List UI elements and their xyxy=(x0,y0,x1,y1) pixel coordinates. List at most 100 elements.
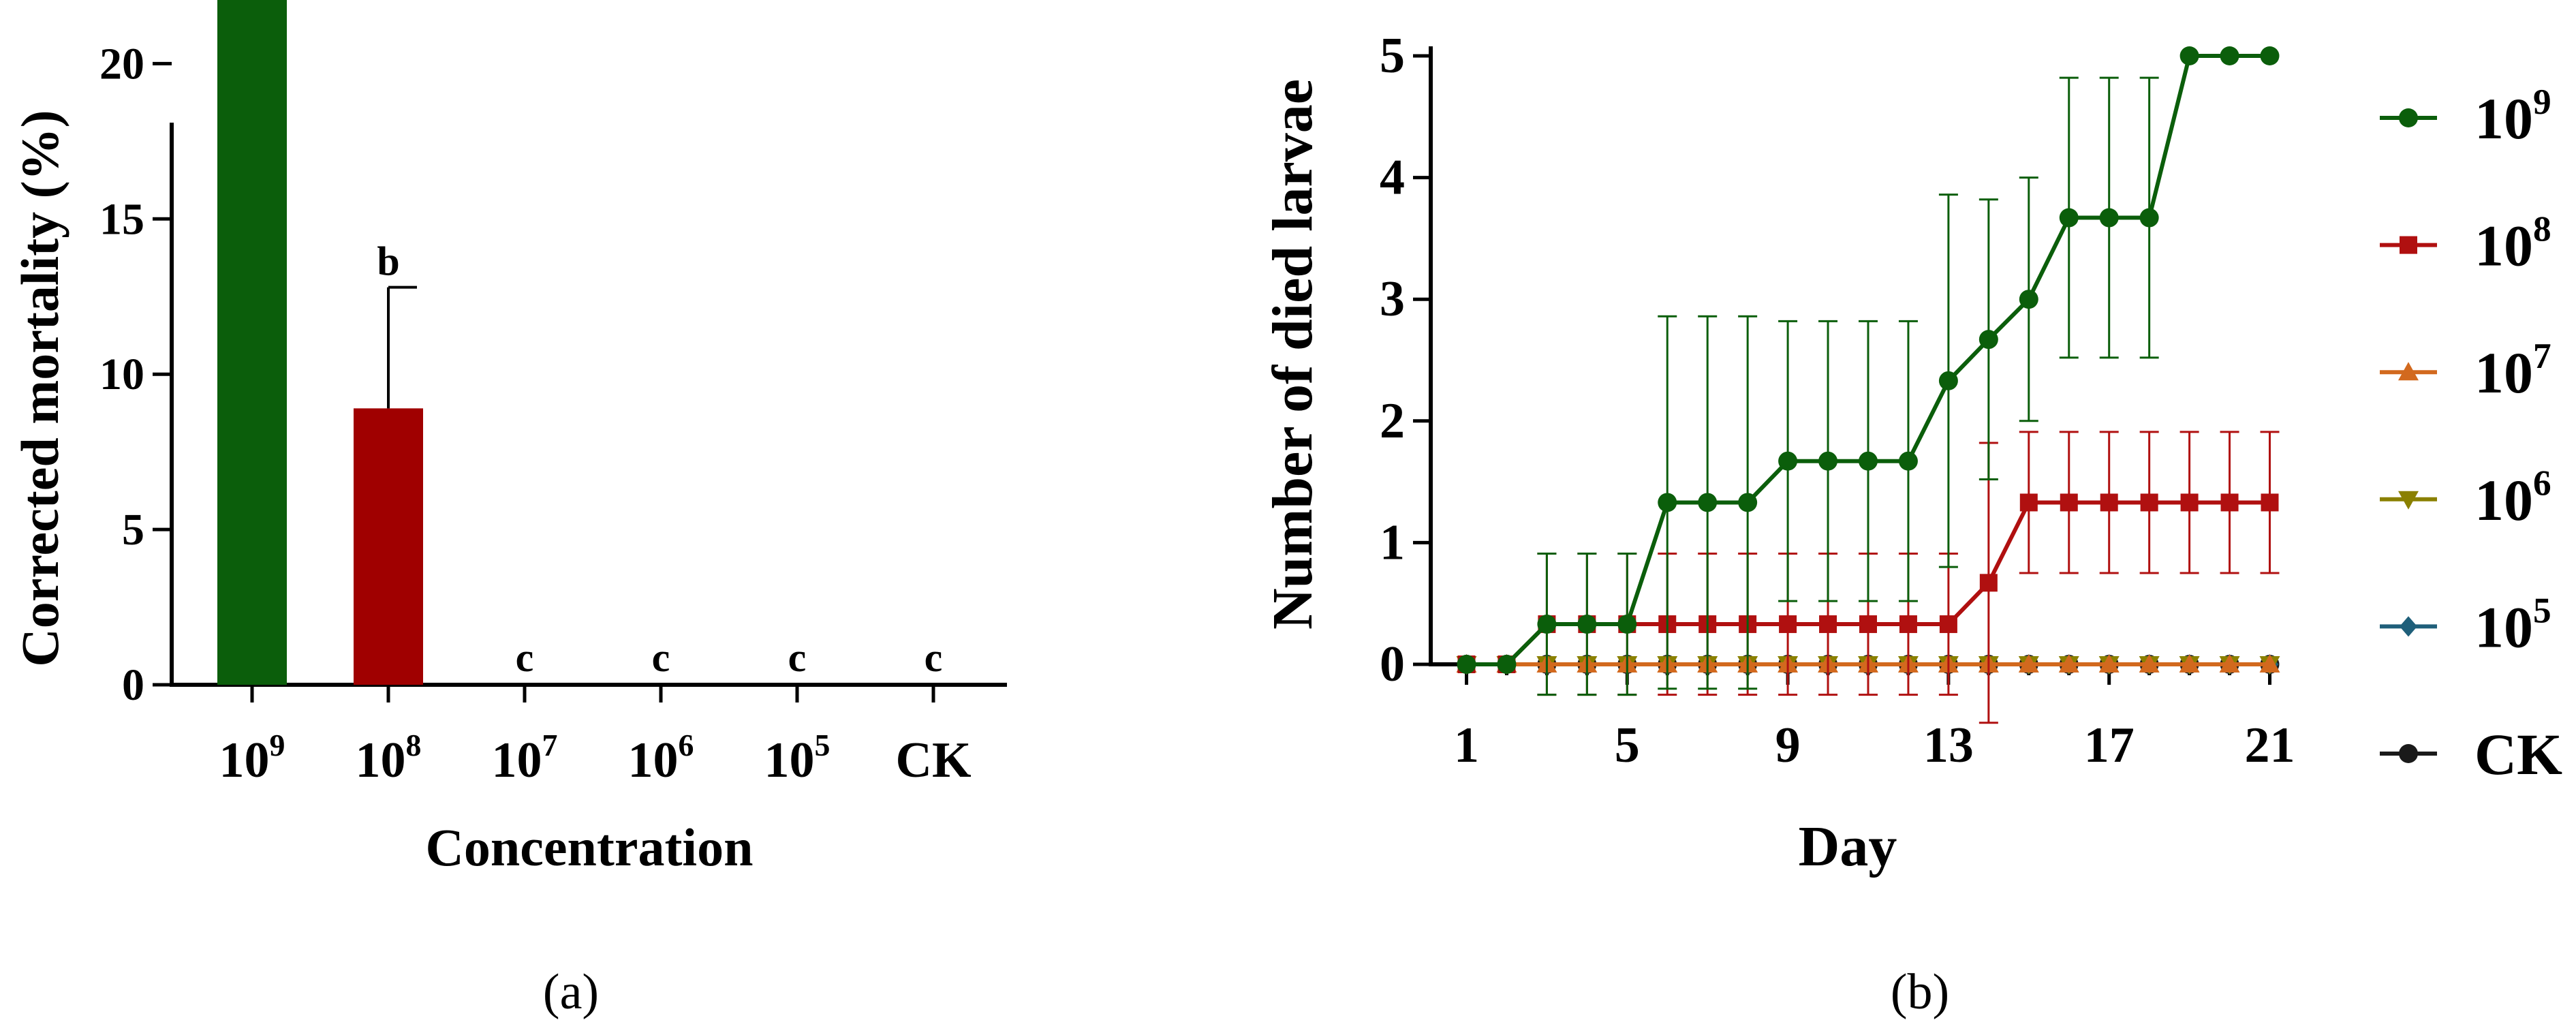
data-point xyxy=(2140,493,2158,512)
data-point xyxy=(2059,208,2079,228)
data-point xyxy=(2060,493,2078,512)
x-tick-label: 21 xyxy=(2245,717,2295,773)
legend-label-exponent: 5 xyxy=(2533,589,2551,630)
x-axis-title: Concentration xyxy=(426,818,754,877)
legend-label-base: 10 xyxy=(2474,213,2533,279)
data-point xyxy=(2098,654,2120,673)
legend-label-base: CK xyxy=(2474,722,2562,787)
x-tick-label-base: 10 xyxy=(764,732,815,788)
y-axis-title: Corrected mortality (%) xyxy=(10,110,69,666)
bar-chart-panel-a: 05101520253035a109b108c107c106c105cCKCon… xyxy=(10,0,1007,1020)
legend-label-exponent: 7 xyxy=(2533,335,2551,376)
x-axis-title: Day xyxy=(1799,815,1897,878)
data-point xyxy=(1938,371,1958,390)
x-tick-label-base: 10 xyxy=(219,732,270,788)
data-point xyxy=(2018,654,2039,673)
x-tick-label: 9 xyxy=(1775,717,1801,773)
x-tick-label-base: 10 xyxy=(492,732,542,788)
x-tick-label-base: 10 xyxy=(628,732,679,788)
x-tick-label: CK xyxy=(896,732,972,788)
data-point xyxy=(1577,615,1597,634)
x-tick-label-exponent: 7 xyxy=(542,728,558,762)
data-point xyxy=(1819,615,1837,634)
x-tick-label: 105 xyxy=(764,728,831,788)
significance-letter: c xyxy=(652,635,670,680)
x-tick-label-base: 10 xyxy=(356,732,406,788)
legend-label-base: 10 xyxy=(2474,86,2533,151)
x-tick-label: 106 xyxy=(628,728,694,788)
panel-label: (a) xyxy=(543,964,599,1020)
legend-marker xyxy=(2398,362,2419,381)
x-tick-label-exponent: 9 xyxy=(270,728,285,762)
data-point xyxy=(1457,655,1476,674)
x-tick-label-base: CK xyxy=(896,732,972,788)
legend-marker xyxy=(2398,491,2419,510)
legend-item: CK xyxy=(2380,722,2562,787)
data-point xyxy=(2099,208,2119,228)
data-point xyxy=(1978,330,1998,350)
series-10e9 xyxy=(1457,46,2280,696)
x-tick-label: 109 xyxy=(219,728,285,788)
y-tick-label: 0 xyxy=(1380,636,1405,692)
legend-label-base: 10 xyxy=(2474,340,2533,405)
legend-label: 109 xyxy=(2474,81,2551,151)
y-tick-label: 3 xyxy=(1380,271,1405,327)
bar xyxy=(217,0,287,685)
legend-item: 109 xyxy=(2380,81,2551,151)
legend-label-base: 10 xyxy=(2474,594,2533,660)
x-tick-label: 1 xyxy=(1454,717,1479,773)
legend-marker xyxy=(2399,108,2418,127)
y-tick-label: 4 xyxy=(1380,150,1405,206)
data-point xyxy=(1859,451,1878,471)
x-tick-label: 13 xyxy=(1923,717,1974,773)
y-tick-label: 20 xyxy=(99,39,144,89)
data-point xyxy=(2019,493,2038,512)
panel-label: (b) xyxy=(1891,964,1949,1020)
x-tick-label-exponent: 6 xyxy=(679,728,694,762)
data-point xyxy=(1979,574,1998,592)
significance-letter: c xyxy=(516,635,534,680)
legend-marker xyxy=(2399,744,2418,763)
data-point xyxy=(1497,655,1517,674)
legend-marker xyxy=(2400,616,2417,637)
data-point xyxy=(1617,615,1637,634)
legend-label-exponent: 8 xyxy=(2533,208,2551,249)
y-tick-label: 2 xyxy=(1380,393,1405,449)
legend-item: 108 xyxy=(2380,208,2551,279)
data-point xyxy=(2100,493,2118,512)
data-point xyxy=(1899,615,1917,634)
data-point xyxy=(2180,493,2199,512)
data-point xyxy=(2139,654,2160,673)
data-point xyxy=(2179,46,2199,65)
y-axis-title: Number of died larvae xyxy=(1261,79,1324,630)
y-tick-label: 5 xyxy=(122,505,144,555)
data-point xyxy=(2261,493,2279,512)
data-point xyxy=(2220,493,2239,512)
data-point xyxy=(1738,493,1758,512)
data-point xyxy=(1939,615,1957,634)
data-point xyxy=(2219,654,2240,673)
x-tick-label: 5 xyxy=(1615,717,1640,773)
legend-label-exponent: 9 xyxy=(2533,81,2551,122)
significance-letter: c xyxy=(788,635,807,680)
data-point xyxy=(1818,451,1838,471)
x-tick-label: 107 xyxy=(492,728,558,788)
legend-label: 108 xyxy=(2474,208,2551,278)
y-tick-label: 0 xyxy=(122,660,144,710)
legend-label: 107 xyxy=(2474,335,2551,405)
y-tick-label: 1 xyxy=(1380,514,1405,570)
data-point xyxy=(2139,208,2159,228)
x-tick-label: 17 xyxy=(2084,717,2135,773)
legend-label: 105 xyxy=(2474,589,2551,660)
legend-label-exponent: 6 xyxy=(2533,463,2551,504)
legend-marker xyxy=(2400,236,2417,254)
data-point xyxy=(1898,451,1918,471)
legend-label: CK xyxy=(2474,722,2562,787)
data-point xyxy=(1658,493,1677,512)
x-tick-label-exponent: 8 xyxy=(406,728,422,762)
x-tick-label-exponent: 5 xyxy=(815,728,831,762)
legend-item: 106 xyxy=(2380,463,2551,533)
